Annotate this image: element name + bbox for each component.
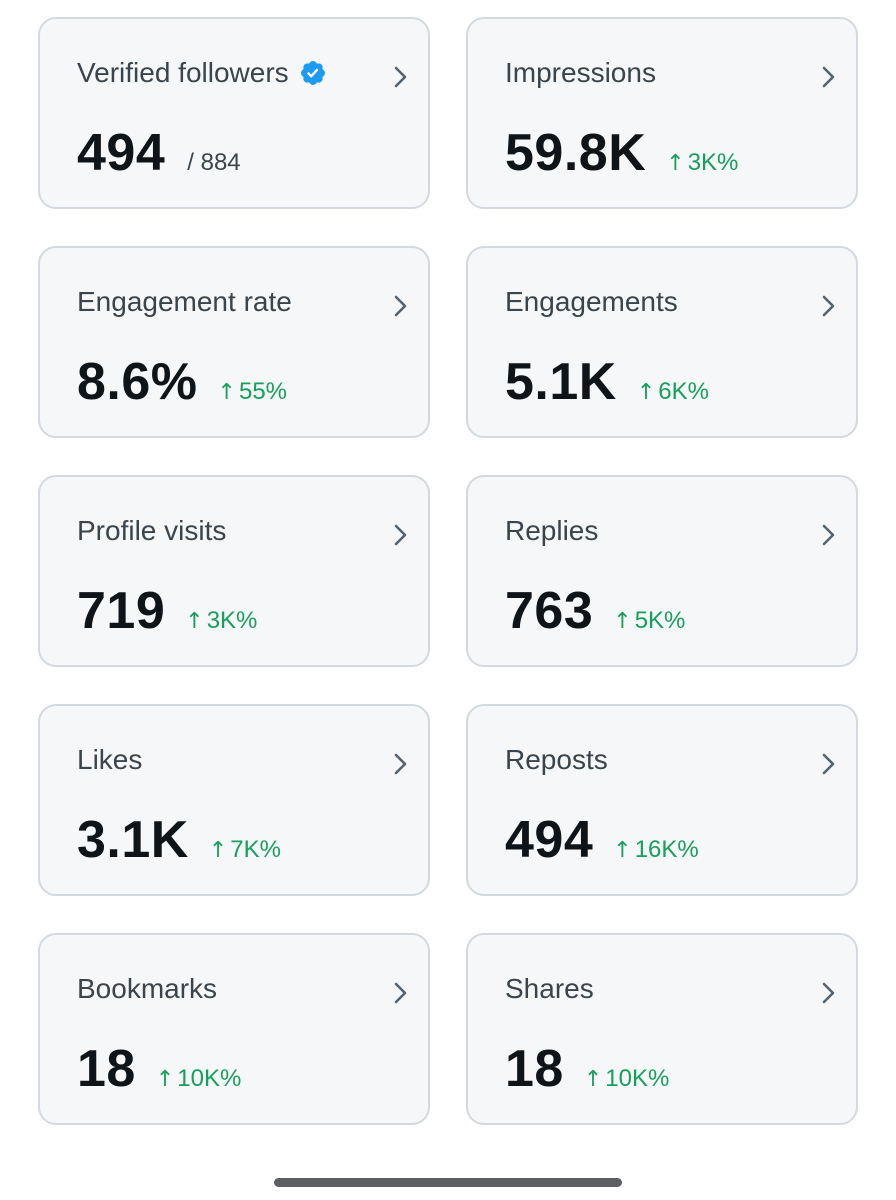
card-likes[interactable]: Likes 3.1K ↑ 7K% xyxy=(38,704,430,896)
metric-value-row: 8.6% ↑ 55% xyxy=(77,352,287,412)
chevron-right-icon xyxy=(822,753,835,775)
chevron-right-icon xyxy=(394,295,407,317)
metric-value-row: 494 ↑ 16K% xyxy=(505,810,699,870)
metric-value: 59.8K xyxy=(505,124,647,182)
arrow-up-icon: ↑ xyxy=(636,380,656,405)
chevron-right-icon xyxy=(822,982,835,1004)
chevron-right-icon xyxy=(394,982,407,1004)
card-bookmarks[interactable]: Bookmarks 18 ↑ 10K% xyxy=(38,933,430,1125)
metric-value-row: 18 ↑ 10K% xyxy=(505,1039,669,1099)
card-label: Profile visits xyxy=(77,515,227,546)
metric-change: ↑ 55% xyxy=(218,378,287,406)
metric-value: 719 xyxy=(77,582,166,640)
metric-value-row: 59.8K ↑ 3K% xyxy=(505,123,738,183)
card-label: Reposts xyxy=(505,744,608,775)
metric-change: ↑ 6K% xyxy=(637,378,709,406)
metric-value: 763 xyxy=(505,582,594,640)
card-shares[interactable]: Shares 18 ↑ 10K% xyxy=(466,933,858,1125)
card-label: Replies xyxy=(505,515,599,546)
verified-badge-icon xyxy=(300,61,325,85)
metric-value-row: 494 / 884 xyxy=(77,123,241,183)
card-verified-followers[interactable]: Verified followers 494 / 884 xyxy=(38,17,430,209)
chevron-right-icon xyxy=(822,295,835,317)
metric-change: ↑ 10K% xyxy=(584,1065,669,1093)
arrow-up-icon: ↑ xyxy=(613,838,632,863)
card-label: Likes xyxy=(77,744,143,775)
metric-change: ↑ 10K% xyxy=(156,1065,241,1093)
metric-change: ↑ 3K% xyxy=(185,607,257,635)
chevron-right-icon xyxy=(394,753,407,775)
metrics-grid: Verified followers 494 / 884 Impressions… xyxy=(38,17,858,1125)
card-label: Impressions xyxy=(505,57,656,88)
card-title: Profile visits xyxy=(77,515,226,547)
metric-change-value: 16K% xyxy=(634,836,699,863)
card-label: Shares xyxy=(505,973,594,1004)
arrow-up-icon: ↑ xyxy=(155,1067,175,1092)
metric-total: / 884 xyxy=(187,149,241,176)
card-profile-visits[interactable]: Profile visits 719 ↑ 3K% xyxy=(38,475,430,667)
card-title: Engagement rate xyxy=(77,286,292,318)
chevron-right-icon xyxy=(822,524,835,546)
metric-value-row: 18 ↑ 10K% xyxy=(77,1039,241,1099)
arrow-up-icon: ↑ xyxy=(613,609,632,634)
metric-value-row: 719 ↑ 3K% xyxy=(77,581,257,641)
metric-change-value: 5K% xyxy=(634,607,686,634)
arrow-up-icon: ↑ xyxy=(217,380,236,405)
card-engagements[interactable]: Engagements 5.1K ↑ 6K% xyxy=(466,246,858,438)
arrow-up-icon: ↑ xyxy=(208,838,228,863)
arrow-up-icon: ↑ xyxy=(666,151,685,176)
metric-change-value: 3K% xyxy=(206,607,258,634)
card-title: Impressions xyxy=(505,57,656,89)
metric-value: 5.1K xyxy=(505,353,617,411)
metric-value: 494 xyxy=(505,811,594,869)
metric-value: 3.1K xyxy=(77,811,189,869)
metric-change: ↑ 3K% xyxy=(666,149,738,177)
metric-value-row: 3.1K ↑ 7K% xyxy=(77,810,281,870)
card-title: Bookmarks xyxy=(77,973,217,1005)
metric-change: ↑ 7K% xyxy=(209,836,281,864)
card-impressions[interactable]: Impressions 59.8K ↑ 3K% xyxy=(466,17,858,209)
arrow-up-icon: ↑ xyxy=(583,1067,603,1092)
metric-change-value: 3K% xyxy=(687,149,739,176)
metric-value: 18 xyxy=(77,1040,136,1098)
chevron-right-icon xyxy=(822,66,835,88)
card-engagement-rate[interactable]: Engagement rate 8.6% ↑ 55% xyxy=(38,246,430,438)
card-title: Reposts xyxy=(505,744,608,776)
card-label: Bookmarks xyxy=(77,973,218,1004)
card-label: Verified followers xyxy=(77,57,289,88)
card-title: Replies xyxy=(505,515,598,547)
card-title: Verified followers xyxy=(77,57,327,89)
metric-change-value: 7K% xyxy=(230,836,281,863)
home-indicator[interactable] xyxy=(274,1178,622,1187)
metric-value-row: 5.1K ↑ 6K% xyxy=(505,352,709,412)
card-title: Likes xyxy=(77,744,142,776)
card-label: Engagement rate xyxy=(77,286,292,317)
metric-change-value: 10K% xyxy=(177,1065,242,1092)
chevron-right-icon xyxy=(394,524,407,546)
metric-value-row: 763 ↑ 5K% xyxy=(505,581,685,641)
chevron-right-icon xyxy=(394,66,407,88)
metric-value: 18 xyxy=(505,1040,564,1098)
card-replies[interactable]: Replies 763 ↑ 5K% xyxy=(466,475,858,667)
metric-change-value: 6K% xyxy=(658,378,709,405)
metric-change: ↑ 16K% xyxy=(613,836,698,864)
arrow-up-icon: ↑ xyxy=(185,609,204,634)
card-title: Shares xyxy=(505,973,594,1005)
metric-value: 8.6% xyxy=(77,353,198,411)
card-label: Engagements xyxy=(505,286,678,317)
metric-value: 494 xyxy=(77,124,166,182)
card-title: Engagements xyxy=(505,286,678,318)
metric-change: ↑ 5K% xyxy=(613,607,685,635)
metric-change-value: 10K% xyxy=(605,1065,670,1092)
card-reposts[interactable]: Reposts 494 ↑ 16K% xyxy=(466,704,858,896)
metric-change-value: 55% xyxy=(238,378,288,405)
